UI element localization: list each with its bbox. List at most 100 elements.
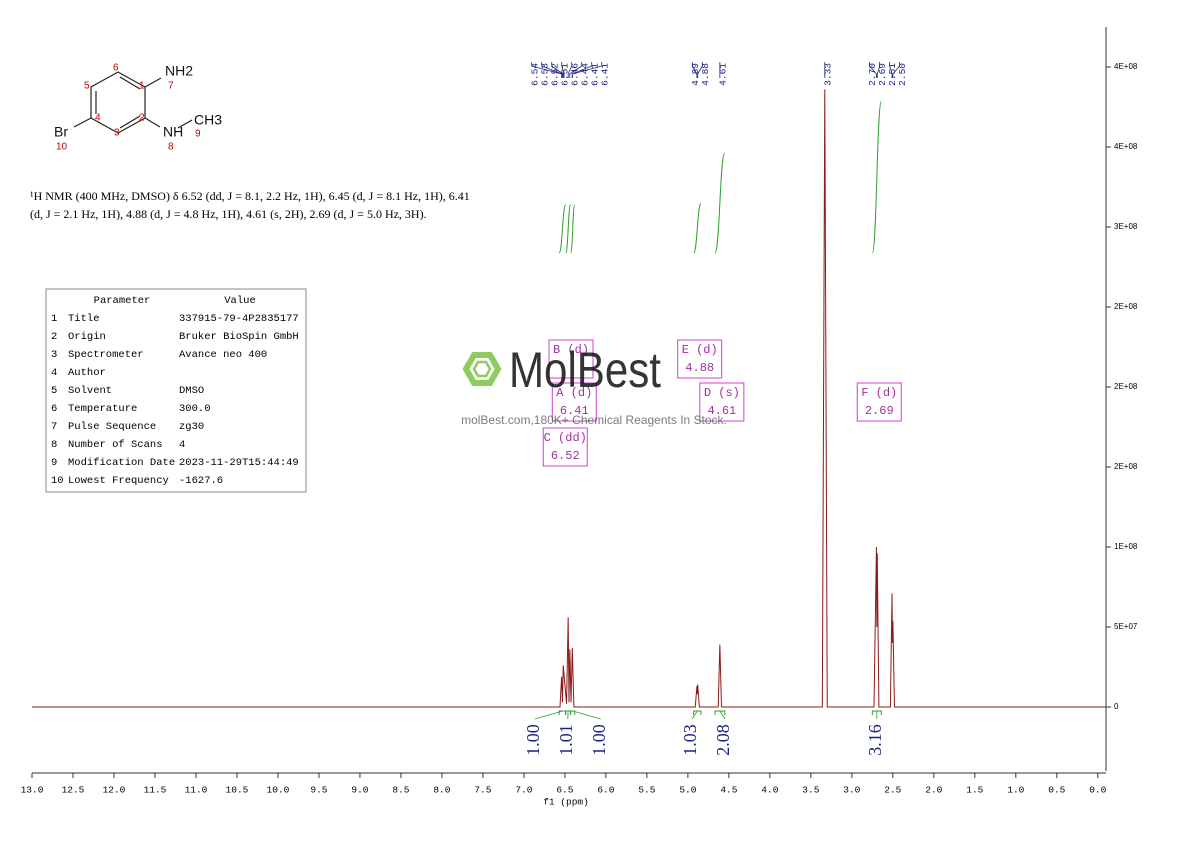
atom-number: 4 xyxy=(95,113,101,124)
x-tick-label: 8.0 xyxy=(433,785,450,796)
integral-leader xyxy=(719,710,726,720)
x-tick-label: 8.5 xyxy=(392,785,409,796)
atom-number: 5 xyxy=(84,81,90,92)
integral-curve xyxy=(693,203,702,254)
table-cell: 300.0 xyxy=(179,403,211,415)
table-cell: 4 xyxy=(179,439,185,451)
x-axis-label: f1 (ppm) xyxy=(543,797,589,808)
x-tick-label: 4.0 xyxy=(761,785,778,796)
table-cell: Bruker BioSpin GmbH xyxy=(179,331,299,343)
integral-label: 1.00 xyxy=(523,724,543,756)
atom-number: 1 xyxy=(139,81,145,92)
x-tick-label: 3.5 xyxy=(802,785,819,796)
table-cell: 5 xyxy=(51,385,57,397)
multiplet-box xyxy=(677,339,723,379)
table-cell: Modification Date xyxy=(68,457,175,469)
integral-curve xyxy=(570,204,576,254)
table-cell: 2023-11-29T15:44:49 xyxy=(179,457,299,469)
atom-number: 9 xyxy=(195,129,201,140)
x-tick-label: 0.0 xyxy=(1089,785,1106,796)
y-tick-label: 3E+08 xyxy=(1114,222,1138,231)
peak-label: 6.53 xyxy=(539,63,550,86)
peak-leader xyxy=(569,62,583,78)
multiplet-box xyxy=(551,382,597,422)
description: (d, J = 2.1 Hz, 1H), 4.88 (d, J = 4.8 Hz… xyxy=(30,207,427,221)
peak-label: 4.61 xyxy=(717,63,728,86)
integral-curve xyxy=(558,204,567,254)
x-tick-label: 1.0 xyxy=(1007,785,1024,796)
peak-label: 6.41 xyxy=(599,63,610,86)
table-cell: 2 xyxy=(51,331,57,343)
table-cell: 10 xyxy=(51,475,64,487)
x-tick-label: 9.5 xyxy=(310,785,327,796)
table-cell: Solvent xyxy=(68,385,112,397)
table-cell: 7 xyxy=(51,421,57,433)
multiplet-value: 4.88 xyxy=(685,361,714,375)
table-header: Parameter xyxy=(94,295,151,307)
table-cell: Temperature xyxy=(68,403,137,415)
x-tick-label: 4.5 xyxy=(720,785,737,796)
integral-curve xyxy=(565,204,572,254)
atom-number: 10 xyxy=(56,142,68,153)
atom-number: 6 xyxy=(113,63,119,74)
table-border xyxy=(45,288,307,493)
y-tick-label: 2E+08 xyxy=(1114,382,1138,391)
atom-number: 2 xyxy=(139,113,145,124)
integral-leader xyxy=(572,710,601,720)
x-tick-label: 0.5 xyxy=(1048,785,1065,796)
atom-label: NH2 xyxy=(165,63,193,79)
peak-leader xyxy=(541,62,563,78)
peak-label: 6.46 xyxy=(569,63,580,86)
peak-label: 6.41 xyxy=(589,63,600,86)
peak-leader xyxy=(561,62,565,78)
table-cell: 8 xyxy=(51,439,57,451)
x-tick-label: 11.5 xyxy=(144,785,167,796)
x-tick-label: 5.0 xyxy=(679,785,696,796)
integral-curve xyxy=(871,100,882,254)
x-tick-label: 1.5 xyxy=(966,785,983,796)
peak-label: 4.88 xyxy=(700,63,711,86)
table-cell: 6 xyxy=(51,403,57,415)
peak-leader xyxy=(892,62,901,78)
bond xyxy=(144,77,162,88)
atom-number: 7 xyxy=(168,81,174,92)
x-tick-label: 13.0 xyxy=(21,785,44,796)
integral-leader xyxy=(534,710,563,720)
integral-label: 2.08 xyxy=(713,724,733,756)
y-tick-label: 5E+07 xyxy=(1114,622,1138,631)
table-cell: zg30 xyxy=(179,421,204,433)
multiplet-name: C (dd) xyxy=(544,431,587,445)
multiplet-box xyxy=(699,382,745,422)
multiplet-value: 6.41 xyxy=(560,404,589,418)
atom-number: 3 xyxy=(114,128,120,139)
table-cell: 4 xyxy=(51,367,57,379)
y-tick-label: 2E+08 xyxy=(1114,302,1138,311)
peak-leader xyxy=(551,62,564,78)
multiplet-name: F (d) xyxy=(861,386,897,400)
bond xyxy=(144,117,161,128)
x-tick-label: 10.0 xyxy=(267,785,290,796)
logo-icon xyxy=(472,360,492,378)
x-tick-label: 12.0 xyxy=(103,785,126,796)
integral-curve xyxy=(714,152,726,254)
table-cell: Avance neo 400 xyxy=(179,349,267,361)
table-cell: Pulse Sequence xyxy=(68,421,156,433)
multiplet-name: E (d) xyxy=(682,343,718,357)
tagline: molBest.com,180K+ Chemical Reagents In S… xyxy=(461,413,727,427)
peak-label: 2.70 xyxy=(867,63,878,86)
y-tick-label: 1E+08 xyxy=(1114,542,1138,551)
peak-label: 6.52 xyxy=(549,63,560,86)
table-cell: Title xyxy=(68,313,100,325)
peak-label: 4.89 xyxy=(690,63,701,86)
integral-label: 1.01 xyxy=(556,724,576,756)
double-bond xyxy=(119,76,141,90)
ring xyxy=(90,71,146,134)
integral-leader xyxy=(691,710,698,720)
x-tick-label: 5.5 xyxy=(638,785,655,796)
peak-label: 6.51 xyxy=(559,63,570,86)
bond xyxy=(73,117,92,128)
multiplet-box xyxy=(542,427,588,467)
peak-leader xyxy=(571,62,603,78)
